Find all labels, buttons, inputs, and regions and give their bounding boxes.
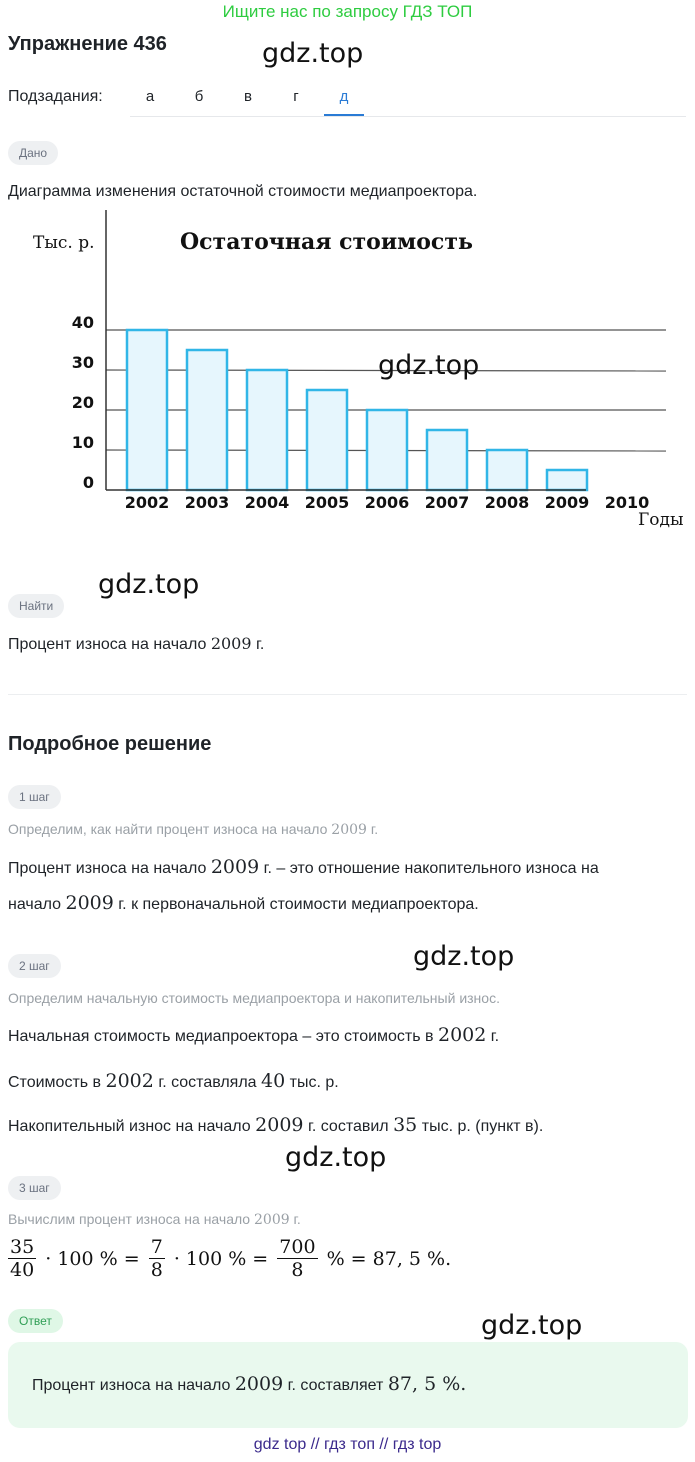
y-axis-label: Тыс. р. [33, 233, 94, 253]
step-3-hint: Вычислим процент износа на начало 2009 г… [8, 1211, 301, 1228]
step-2-line-1: Начальная стоимость медиапроектора – это… [8, 1024, 500, 1046]
find-pill: Найти [8, 594, 65, 618]
y-tick-label: 10 [72, 433, 94, 452]
tab-d[interactable]: д [339, 88, 349, 105]
bar-2009 [545, 468, 589, 492]
fraction-3: 700 8 [277, 1236, 318, 1281]
step-2-line-2: Стоимость в 2002 г. составляла 40 тыс. р… [8, 1070, 339, 1092]
x-axis-label: Годы [638, 510, 684, 530]
watermark: gdz.top [262, 38, 364, 69]
residual-value-chart: 0 10 20 30 40 2002 2003 2004 2005 2006 2007 2008 20… [33, 210, 684, 530]
subtasks-label: Подзадания: [8, 88, 103, 105]
subtask-tabs: а б в г д [130, 78, 686, 117]
x-tick-label: 2007 [425, 493, 470, 512]
watermark: gdz.top [481, 1310, 583, 1341]
y-tick-label: 40 [72, 313, 94, 332]
answer-box [8, 1342, 688, 1428]
watermark: gdz.top [285, 1142, 387, 1173]
step-1-hint: Определим, как найти процент износа на н… [8, 821, 379, 838]
bar-2006 [365, 408, 409, 492]
watermark: gdz.top [98, 569, 200, 600]
tab-b[interactable]: б [194, 88, 204, 105]
x-tick-label: 2002 [125, 493, 170, 512]
step-1-line-2: начало 2009 г. к первоначальной стоимост… [8, 892, 479, 914]
footer-links: gdz top // гдз топ // гдз top [253, 1436, 442, 1453]
fraction-2: 7 8 [148, 1236, 165, 1281]
x-tick-label: 2004 [245, 493, 290, 512]
y-tick-label: 0 [83, 473, 94, 492]
answer-pill: Ответ [8, 1309, 63, 1333]
solution-heading: Подробное решение [8, 733, 212, 755]
step-2-line-3: Накопительный износ на начало 2009 г. со… [8, 1114, 544, 1136]
step-1-line-1: Процент износа на начало 2009 г. – это о… [8, 856, 599, 878]
x-tick-label: 2005 [305, 493, 350, 512]
answer-text: Процент износа на начало 2009 г. составл… [32, 1373, 467, 1395]
x-tick-label: 2003 [185, 493, 230, 512]
watermark: gdz.top [413, 941, 515, 972]
bar-2004 [245, 368, 289, 492]
x-tick-label: 2009 [545, 493, 590, 512]
x-tick-label: 2008 [485, 493, 530, 512]
search-banner: Ищите нас по запросу ГДЗ ТОП [222, 2, 473, 21]
step-1-pill: 1 шаг [8, 785, 61, 809]
y-tick-label: 20 [72, 393, 94, 412]
bar-2008 [485, 448, 529, 492]
chart-title: Остаточная стоимость [180, 229, 473, 255]
fraction-1: 35 40 [8, 1236, 37, 1281]
step-2-hint: Определим начальную стоимость медиапроек… [8, 990, 500, 1006]
y-tick-label: 30 [72, 353, 94, 372]
active-tab-indicator [324, 114, 364, 116]
watermark: gdz.top [378, 350, 480, 381]
bar-2005 [305, 388, 349, 492]
given-text: Диаграмма изменения остаточной стоимости… [8, 183, 478, 200]
tab-a[interactable]: а [145, 88, 155, 105]
tab-g[interactable]: г [293, 88, 299, 105]
divider [8, 694, 687, 695]
bar-2002 [125, 328, 169, 492]
bar-2003 [185, 348, 229, 492]
given-pill: Дано [8, 141, 59, 165]
step-3-pill: 3 шаг [8, 1176, 61, 1200]
x-tick-label: 2010 [605, 493, 650, 512]
exercise-title: Упражнение 436 [8, 33, 167, 55]
bar-2007 [425, 428, 469, 492]
tab-v[interactable]: в [244, 88, 252, 105]
step-3-formula: 35 40 · 100 % = 7 8 · 100 % = 700 8 % = … [8, 1236, 452, 1281]
find-text: Процент износа на начало 2009 г. [8, 634, 265, 653]
step-2-pill: 2 шаг [8, 954, 61, 978]
x-tick-label: 2006 [365, 493, 410, 512]
